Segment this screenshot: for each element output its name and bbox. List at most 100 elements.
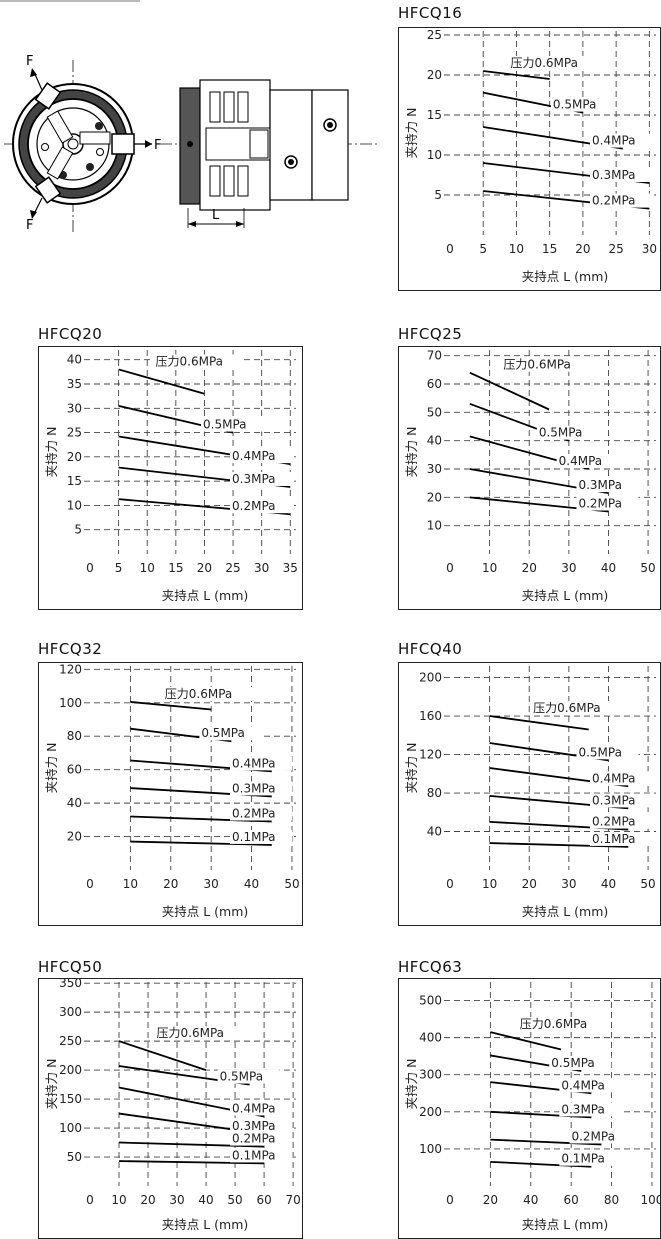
series-label: 0.2MPa bbox=[592, 194, 636, 208]
series-label-group: 0.2MPa bbox=[230, 1131, 292, 1146]
series-label: 0.1MPa bbox=[592, 832, 636, 846]
series-label-bg bbox=[230, 499, 292, 514]
x-tick-label: 40 bbox=[198, 1193, 213, 1207]
series-label: 0.3MPa bbox=[592, 168, 636, 182]
chart-title-hfcq40: HFCQ40 bbox=[398, 640, 463, 658]
series-label-group: 压力0.6MPa bbox=[501, 357, 592, 372]
series-label: 压力0.6MPa bbox=[503, 358, 571, 372]
series-label: 0.2MPa bbox=[232, 1132, 276, 1146]
series-label-bg bbox=[154, 1026, 245, 1041]
side-view: L bbox=[160, 79, 378, 228]
series-label-group: 压力0.6MPa bbox=[154, 1026, 245, 1041]
y-axis-label: 夹持力 N bbox=[404, 427, 419, 478]
y-tick-label: 35 bbox=[67, 377, 82, 391]
x-axis-label: 夹持点 L (mm) bbox=[162, 588, 249, 603]
series-label: 0.3MPa bbox=[232, 472, 276, 486]
x-tick-label: 0 bbox=[446, 561, 454, 575]
y-tick-label: 100 bbox=[419, 1142, 442, 1156]
series-line bbox=[118, 1040, 207, 1071]
x-tick-label: 5 bbox=[115, 561, 123, 575]
x-axis-label: 夹持点 L (mm) bbox=[162, 1217, 249, 1232]
series-label-bg bbox=[550, 97, 613, 112]
y-tick-label: 200 bbox=[419, 671, 442, 685]
series-label-group: 0.1MPa bbox=[559, 1151, 622, 1166]
y-axis-label: 夹持力 N bbox=[44, 743, 59, 794]
series-label-group: 0.2MPa bbox=[569, 1129, 632, 1144]
y-tick-label: 60 bbox=[67, 763, 82, 777]
series-line bbox=[469, 371, 550, 411]
x-tick-label: 0 bbox=[446, 1193, 454, 1207]
series-label: 0.5MPa bbox=[220, 1070, 263, 1084]
series-line bbox=[490, 1160, 592, 1168]
series-label-bg bbox=[590, 831, 652, 846]
y-tick-label: 25 bbox=[427, 28, 442, 42]
x-tick-label: 30 bbox=[561, 561, 576, 575]
x-tick-label: 20 bbox=[575, 242, 590, 256]
series-label-group: 0.2MPa bbox=[230, 499, 292, 514]
series-label: 0.1MPa bbox=[232, 830, 276, 844]
series-label: 0.4MPa bbox=[592, 134, 636, 148]
y-tick-label: 30 bbox=[67, 401, 82, 415]
front-view: F F F bbox=[4, 54, 161, 235]
x-tick-label: 70 bbox=[285, 1193, 300, 1207]
y-tick-label: 40 bbox=[67, 796, 82, 810]
x-tick-label: 20 bbox=[522, 561, 537, 575]
series-label-bg bbox=[576, 496, 639, 511]
series-label-group: 0.3MPa bbox=[559, 1102, 622, 1117]
series-label-bg bbox=[556, 454, 619, 468]
series-line bbox=[118, 368, 205, 395]
y-tick-label: 15 bbox=[427, 108, 442, 122]
y-tick-label: 80 bbox=[427, 786, 442, 800]
x-tick-label: 20 bbox=[163, 877, 178, 891]
series-label: 0.3MPa bbox=[561, 1102, 605, 1116]
series-label: 0.3MPa bbox=[232, 1119, 276, 1133]
x-tick-label: 35 bbox=[283, 561, 298, 575]
y-axis-label: 夹持力 N bbox=[44, 1059, 59, 1110]
y-tick-label: 40 bbox=[427, 434, 442, 448]
series-label-group: 0.5MPa bbox=[576, 745, 639, 760]
series-label-group: 压力0.6MPa bbox=[153, 354, 244, 369]
series-label-bg bbox=[199, 726, 262, 741]
x-tick-label: 40 bbox=[601, 561, 616, 575]
y-tick-label: 120 bbox=[59, 662, 82, 676]
series-label-group: 0.1MPa bbox=[590, 831, 652, 846]
x-tick-label: 0 bbox=[446, 242, 454, 256]
series-label-group: 0.3MPa bbox=[590, 168, 652, 182]
y-tick-label: 300 bbox=[59, 1005, 82, 1019]
series-label-bg bbox=[517, 1017, 608, 1032]
series-label-bg bbox=[590, 133, 652, 148]
corner-mark bbox=[0, 0, 140, 2]
series-label-group: 0.5MPa bbox=[201, 417, 264, 432]
series-label-group: 压力0.6MPa bbox=[531, 701, 622, 716]
series-label-group: 0.4MPa bbox=[590, 133, 652, 148]
y-tick-label: 200 bbox=[59, 1063, 82, 1077]
series-label: 0.5MPa bbox=[551, 1056, 595, 1070]
y-tick-label: 60 bbox=[427, 377, 442, 391]
chart-title-hfcq25: HFCQ25 bbox=[398, 325, 463, 343]
series-label-group: 0.1MPa bbox=[230, 1148, 292, 1163]
series-label-group: 压力0.6MPa bbox=[508, 56, 599, 70]
x-tick-label: 40 bbox=[601, 877, 616, 891]
chart-title-hfcq50: HFCQ50 bbox=[38, 958, 103, 976]
y-axis-label: 夹持力 N bbox=[404, 743, 419, 794]
series-label: 0.5MPa bbox=[553, 98, 597, 112]
series-label-group: 0.4MPa bbox=[590, 771, 652, 786]
series-label: 压力0.6MPa bbox=[533, 701, 601, 715]
series-label: 压力0.6MPa bbox=[156, 354, 224, 368]
x-tick-label: 50 bbox=[227, 1193, 242, 1207]
y-tick-label: 5 bbox=[434, 188, 442, 202]
x-tick-label: 10 bbox=[123, 877, 138, 891]
chart-hfcq32: 0 10 20 30 40 50 20 40 60 80 100 120 夹持力 N 夹持点 L (mm)… bbox=[38, 662, 303, 926]
y-tick-label: 20 bbox=[67, 450, 82, 464]
series-label: 0.5MPa bbox=[578, 745, 622, 759]
series-label-bg bbox=[230, 471, 292, 486]
series-label-bg bbox=[230, 449, 292, 464]
series-label-bg bbox=[153, 354, 244, 369]
series-line bbox=[489, 842, 629, 848]
chart-hfcq16: 0 5 10 15 20 25 30 5 10 15 20 25 夹持力 N 夹持点 L (mm) 压力0.… bbox=[398, 27, 661, 291]
series-label-group: 0.4MPa bbox=[556, 454, 619, 468]
series-line bbox=[483, 70, 550, 80]
series-label-group: 0.3MPa bbox=[576, 478, 639, 493]
series-label: 0.2MPa bbox=[578, 497, 622, 511]
series-label-bg bbox=[559, 1151, 622, 1166]
